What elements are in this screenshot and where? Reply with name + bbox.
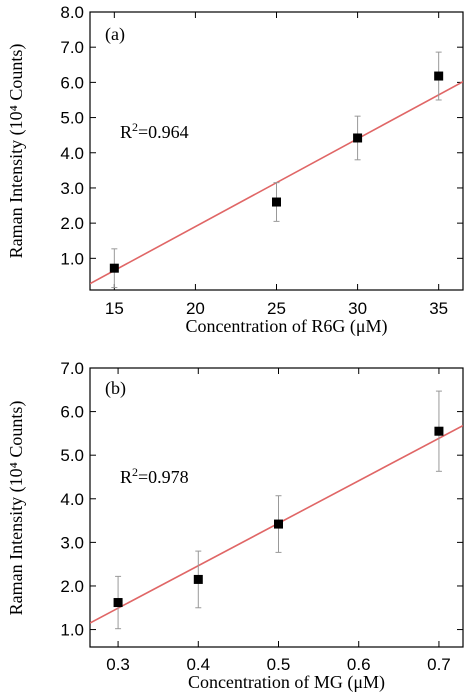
panel-a-y-axis-label: Raman Intensity (10⁴ Counts) [6, 44, 27, 259]
panel-b-x-axis-label: Concentration of MG (μM) [188, 672, 385, 692]
panel-a-y-tick-label: 5.0 [60, 109, 84, 128]
panel-a-data-point [353, 133, 363, 143]
panel-b-plot-frame [89, 367, 464, 648]
panel-a-y-tick-label: 6.0 [60, 73, 84, 92]
panel-b-y-tick-label: 5.0 [60, 446, 84, 465]
panel-a-plot-frame [89, 11, 464, 291]
panel-a-x-tick-label: 30 [348, 299, 367, 318]
panel-a-y-tick-label: 2.0 [60, 214, 84, 233]
panel-b-x-tick-label: 0.6 [347, 655, 371, 674]
panel-b-r-squared-annotation: R2=0.978 [120, 465, 189, 487]
panel-a-y-tick-label: 3.0 [60, 179, 84, 198]
panel-b-x-tick-label: 0.4 [186, 655, 210, 674]
panel-b-y-axis-label: Raman Intensity (10⁴ Counts) [6, 401, 27, 616]
panel-b-y-tick-label: 3.0 [60, 533, 84, 552]
panel-a-r-squared-annotation: R2=0.964 [120, 120, 189, 142]
panel-a-label: (a) [105, 24, 125, 45]
panel-b-x-tick-label: 0.3 [106, 655, 130, 674]
panel-b-data-point [113, 598, 123, 608]
panel-a-x-tick-label: 15 [105, 299, 124, 318]
panel-b-y-tick-label: 4.0 [60, 490, 84, 509]
panel-a-x-tick-label: 25 [267, 299, 286, 318]
panel-a-data-point [109, 263, 119, 273]
panel-b-y-tick-label: 6.0 [60, 403, 84, 422]
panel-b-y-tick-label: 2.0 [60, 577, 84, 596]
panel-a-data-point [272, 197, 281, 207]
panel-a-y-tick-label: 4.0 [60, 144, 84, 163]
panel-a-y-tick-label: 8.0 [60, 3, 84, 22]
panel-b-x-tick-label: 0.7 [427, 655, 451, 674]
panel-b-label: (b) [105, 378, 126, 399]
panel-b-y-tick-label: 7.0 [60, 359, 84, 378]
panel-b-x-tick-label: 0.5 [267, 655, 291, 674]
panel-b-y-tick-label: 1.0 [60, 621, 84, 640]
panel-a-x-axis-label: Concentration of R6G (μM) [185, 316, 387, 337]
panel-a-y-tick-label: 1.0 [60, 249, 84, 268]
panel-b-data-point [434, 426, 444, 436]
panel-b-data-point [193, 574, 203, 584]
panel-a-x-tick-label: 35 [429, 299, 448, 318]
panel-b-data-point [274, 519, 284, 529]
panel-a-data-point [434, 71, 444, 81]
panel-a-x-tick-label: 20 [186, 299, 205, 318]
panel-a-y-tick-label: 7.0 [60, 38, 84, 57]
